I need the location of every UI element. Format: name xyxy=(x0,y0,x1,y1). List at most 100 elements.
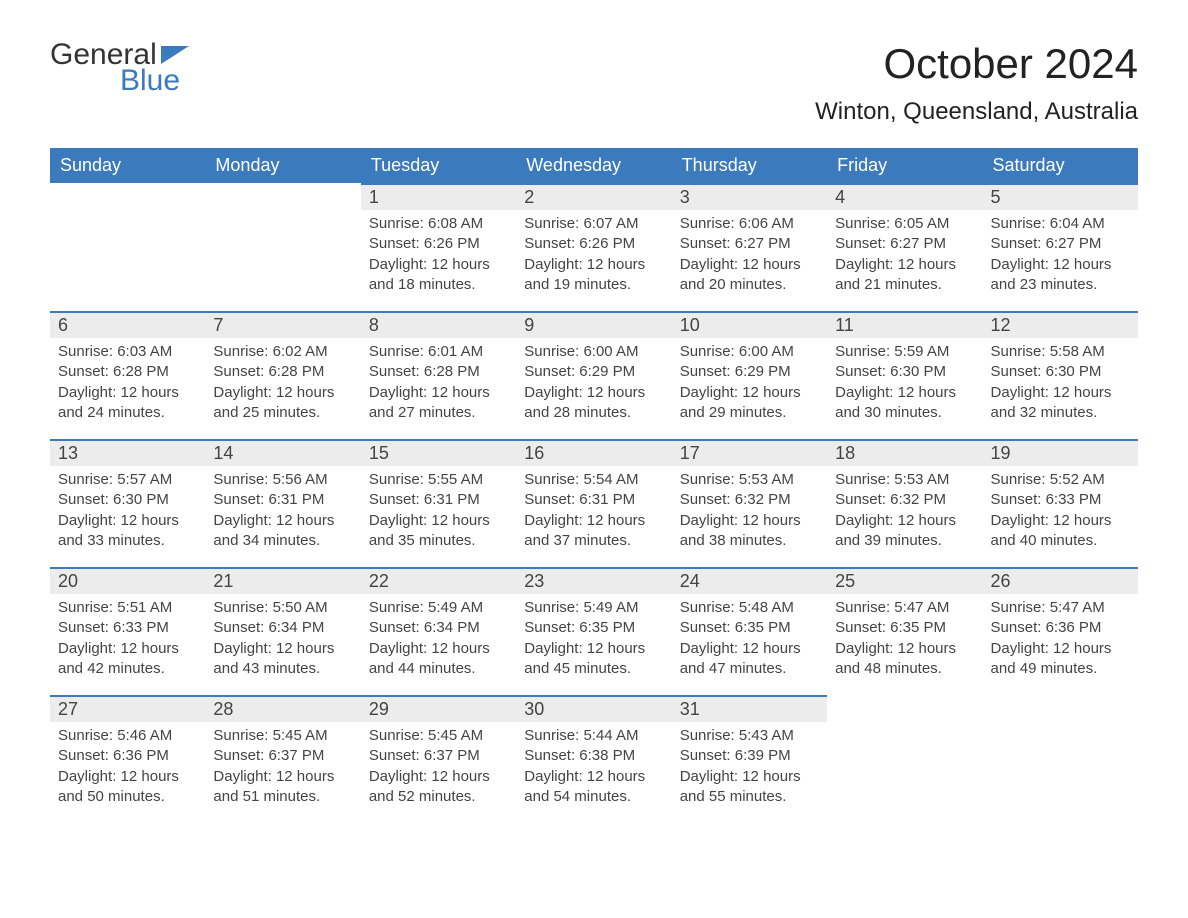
calendar-cell: 3Sunrise: 6:06 AMSunset: 6:27 PMDaylight… xyxy=(672,183,827,311)
daylight-line: Daylight: 12 hours and 39 minutes. xyxy=(835,511,974,552)
calendar-cell: 20Sunrise: 5:51 AMSunset: 6:33 PMDayligh… xyxy=(50,567,205,695)
day-number: 25 xyxy=(827,567,982,594)
sunrise-line: Sunrise: 5:54 AM xyxy=(524,470,663,490)
daylight-line: Daylight: 12 hours and 33 minutes. xyxy=(58,511,197,552)
day-body: Sunrise: 5:46 AMSunset: 6:36 PMDaylight:… xyxy=(50,722,205,813)
sunrise-line: Sunrise: 5:43 AM xyxy=(680,726,819,746)
sunrise-line: Sunrise: 5:51 AM xyxy=(58,598,197,618)
calendar-row: 6Sunrise: 6:03 AMSunset: 6:28 PMDaylight… xyxy=(50,311,1138,439)
calendar-cell: 17Sunrise: 5:53 AMSunset: 6:32 PMDayligh… xyxy=(672,439,827,567)
daylight-line: Daylight: 12 hours and 44 minutes. xyxy=(369,639,508,680)
day-number: 4 xyxy=(827,183,982,210)
sunset-line: Sunset: 6:32 PM xyxy=(835,490,974,510)
day-number: 14 xyxy=(205,439,360,466)
day-body: Sunrise: 5:49 AMSunset: 6:35 PMDaylight:… xyxy=(516,594,671,685)
day-number: 1 xyxy=(361,183,516,210)
day-number: 28 xyxy=(205,695,360,722)
daylight-line: Daylight: 12 hours and 24 minutes. xyxy=(58,383,197,424)
weekday-monday: Monday xyxy=(205,148,360,183)
daylight-line: Daylight: 12 hours and 50 minutes. xyxy=(58,767,197,808)
daylight-line: Daylight: 12 hours and 54 minutes. xyxy=(524,767,663,808)
calendar-cell: 18Sunrise: 5:53 AMSunset: 6:32 PMDayligh… xyxy=(827,439,982,567)
sunset-line: Sunset: 6:29 PM xyxy=(524,362,663,382)
day-body: Sunrise: 6:00 AMSunset: 6:29 PMDaylight:… xyxy=(672,338,827,429)
sunrise-line: Sunrise: 6:04 AM xyxy=(991,214,1130,234)
day-body: Sunrise: 6:02 AMSunset: 6:28 PMDaylight:… xyxy=(205,338,360,429)
sunrise-line: Sunrise: 5:55 AM xyxy=(369,470,508,490)
day-body: Sunrise: 5:53 AMSunset: 6:32 PMDaylight:… xyxy=(827,466,982,557)
sunrise-line: Sunrise: 5:52 AM xyxy=(991,470,1130,490)
daylight-line: Daylight: 12 hours and 21 minutes. xyxy=(835,255,974,296)
daylight-line: Daylight: 12 hours and 43 minutes. xyxy=(213,639,352,680)
day-body: Sunrise: 6:03 AMSunset: 6:28 PMDaylight:… xyxy=(50,338,205,429)
calendar-cell: 16Sunrise: 5:54 AMSunset: 6:31 PMDayligh… xyxy=(516,439,671,567)
calendar-row: 27Sunrise: 5:46 AMSunset: 6:36 PMDayligh… xyxy=(50,695,1138,823)
daylight-line: Daylight: 12 hours and 30 minutes. xyxy=(835,383,974,424)
day-body: Sunrise: 5:54 AMSunset: 6:31 PMDaylight:… xyxy=(516,466,671,557)
daylight-line: Daylight: 12 hours and 23 minutes. xyxy=(991,255,1130,296)
day-number: 7 xyxy=(205,311,360,338)
sunrise-line: Sunrise: 6:00 AM xyxy=(524,342,663,362)
sunrise-line: Sunrise: 5:46 AM xyxy=(58,726,197,746)
day-body: Sunrise: 6:01 AMSunset: 6:28 PMDaylight:… xyxy=(361,338,516,429)
day-body: Sunrise: 5:44 AMSunset: 6:38 PMDaylight:… xyxy=(516,722,671,813)
calendar-cell: 12Sunrise: 5:58 AMSunset: 6:30 PMDayligh… xyxy=(983,311,1138,439)
calendar-row: 1Sunrise: 6:08 AMSunset: 6:26 PMDaylight… xyxy=(50,183,1138,311)
day-body: Sunrise: 5:48 AMSunset: 6:35 PMDaylight:… xyxy=(672,594,827,685)
sunrise-line: Sunrise: 5:53 AM xyxy=(835,470,974,490)
day-number: 23 xyxy=(516,567,671,594)
day-body: Sunrise: 5:58 AMSunset: 6:30 PMDaylight:… xyxy=(983,338,1138,429)
day-body: Sunrise: 5:52 AMSunset: 6:33 PMDaylight:… xyxy=(983,466,1138,557)
calendar-cell: 9Sunrise: 6:00 AMSunset: 6:29 PMDaylight… xyxy=(516,311,671,439)
weekday-friday: Friday xyxy=(827,148,982,183)
sunset-line: Sunset: 6:34 PM xyxy=(369,618,508,638)
daylight-line: Daylight: 12 hours and 55 minutes. xyxy=(680,767,819,808)
sunrise-line: Sunrise: 5:44 AM xyxy=(524,726,663,746)
sunset-line: Sunset: 6:37 PM xyxy=(213,746,352,766)
month-title: October 2024 xyxy=(815,40,1138,88)
calendar-cell xyxy=(50,183,205,311)
sunrise-line: Sunrise: 5:49 AM xyxy=(524,598,663,618)
day-number: 13 xyxy=(50,439,205,466)
sunset-line: Sunset: 6:34 PM xyxy=(213,618,352,638)
sunset-line: Sunset: 6:35 PM xyxy=(524,618,663,638)
daylight-line: Daylight: 12 hours and 38 minutes. xyxy=(680,511,819,552)
weekday-wednesday: Wednesday xyxy=(516,148,671,183)
day-number: 5 xyxy=(983,183,1138,210)
sunset-line: Sunset: 6:31 PM xyxy=(524,490,663,510)
sunset-line: Sunset: 6:30 PM xyxy=(58,490,197,510)
sunrise-line: Sunrise: 5:47 AM xyxy=(835,598,974,618)
day-number: 19 xyxy=(983,439,1138,466)
day-body: Sunrise: 5:45 AMSunset: 6:37 PMDaylight:… xyxy=(361,722,516,813)
sunset-line: Sunset: 6:27 PM xyxy=(680,234,819,254)
day-body: Sunrise: 5:55 AMSunset: 6:31 PMDaylight:… xyxy=(361,466,516,557)
calendar-cell: 30Sunrise: 5:44 AMSunset: 6:38 PMDayligh… xyxy=(516,695,671,823)
sunset-line: Sunset: 6:37 PM xyxy=(369,746,508,766)
day-number: 18 xyxy=(827,439,982,466)
sunrise-line: Sunrise: 5:59 AM xyxy=(835,342,974,362)
day-number: 27 xyxy=(50,695,205,722)
day-number: 8 xyxy=(361,311,516,338)
calendar-cell: 19Sunrise: 5:52 AMSunset: 6:33 PMDayligh… xyxy=(983,439,1138,567)
day-body: Sunrise: 5:51 AMSunset: 6:33 PMDaylight:… xyxy=(50,594,205,685)
day-number: 21 xyxy=(205,567,360,594)
sunset-line: Sunset: 6:27 PM xyxy=(991,234,1130,254)
logo-flag-icon xyxy=(161,40,189,58)
day-body: Sunrise: 6:08 AMSunset: 6:26 PMDaylight:… xyxy=(361,210,516,301)
calendar-cell: 24Sunrise: 5:48 AMSunset: 6:35 PMDayligh… xyxy=(672,567,827,695)
day-body: Sunrise: 5:56 AMSunset: 6:31 PMDaylight:… xyxy=(205,466,360,557)
day-number: 17 xyxy=(672,439,827,466)
calendar-cell: 5 Sunrise: 6:04 AMSunset: 6:27 PMDaylight… xyxy=(983,183,1138,311)
sunrise-line: Sunrise: 5:49 AM xyxy=(369,598,508,618)
day-body: Sunrise: 6:07 AMSunset: 6:26 PMDaylight:… xyxy=(516,210,671,301)
calendar-cell: 21Sunrise: 5:50 AMSunset: 6:34 PMDayligh… xyxy=(205,567,360,695)
daylight-line: Daylight: 12 hours and 49 minutes. xyxy=(991,639,1130,680)
daylight-line: Daylight: 12 hours and 32 minutes. xyxy=(991,383,1130,424)
sunset-line: Sunset: 6:28 PM xyxy=(369,362,508,382)
sunrise-line: Sunrise: 5:58 AM xyxy=(991,342,1130,362)
sunrise-line: Sunrise: 5:56 AM xyxy=(213,470,352,490)
day-body: Sunrise: 5:43 AMSunset: 6:39 PMDaylight:… xyxy=(672,722,827,813)
daylight-line: Daylight: 12 hours and 20 minutes. xyxy=(680,255,819,296)
weekday-tuesday: Tuesday xyxy=(361,148,516,183)
calendar-cell: 7Sunrise: 6:02 AMSunset: 6:28 PMDaylight… xyxy=(205,311,360,439)
